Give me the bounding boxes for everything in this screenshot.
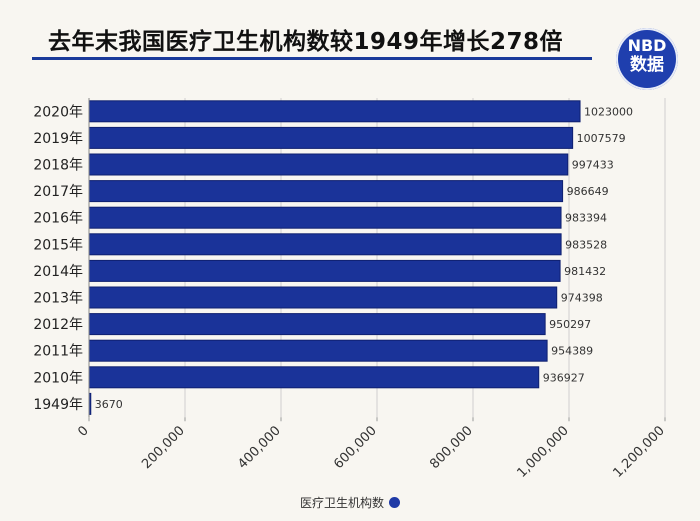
nbd-logo: NBD 数据 (616, 28, 678, 90)
value-label: 950297 (549, 318, 591, 331)
logo-brand-text: NBD (627, 36, 667, 55)
category-label: 2017年 (33, 184, 83, 200)
title-underline (32, 57, 592, 60)
category-label: 2016年 (33, 211, 83, 227)
legend-label: 医疗卫生机构数 (299, 496, 384, 510)
bars-group (88, 100, 581, 415)
x-tick-label: 1,000,000 (514, 423, 571, 480)
x-tick-label: 600,000 (331, 423, 380, 472)
category-label: 2013年 (33, 291, 83, 307)
bar[interactable] (88, 339, 548, 362)
x-tick-label: 200,000 (139, 423, 188, 472)
bar[interactable] (88, 313, 546, 336)
value-label: 936927 (543, 371, 585, 384)
value-label: 3670 (95, 398, 123, 411)
value-label: 981432 (564, 265, 606, 278)
x-tick-label: 0 (75, 423, 91, 439)
value-label: 997433 (572, 159, 614, 172)
category-label: 2015年 (33, 237, 83, 253)
value-label: 983394 (565, 212, 607, 225)
bar[interactable] (88, 126, 574, 149)
bar[interactable] (88, 259, 561, 282)
x-tick-label: 400,000 (235, 423, 284, 472)
category-label: 2020年 (33, 104, 83, 120)
value-label: 1023000 (584, 105, 633, 118)
legend[interactable]: 医疗卫生机构数 (0, 494, 700, 511)
category-label: 2011年 (33, 344, 83, 360)
value-label: 1007579 (577, 132, 626, 145)
category-label: 2014年 (33, 264, 83, 280)
category-labels: 2020年 2019年 2018年 2017年 2016年 2015年 2014年 2013年… (33, 104, 83, 413)
bar[interactable] (88, 100, 581, 123)
bar[interactable] (88, 153, 569, 176)
value-label: 986649 (567, 185, 609, 198)
logo-data-text: 数据 (630, 55, 664, 75)
x-axis-ticks: 0 200,000 400,000 600,000 800,000 1,000,000 1,… (75, 417, 668, 481)
value-label: 954389 (551, 345, 593, 358)
value-label: 974398 (561, 292, 603, 305)
bar[interactable] (88, 233, 562, 256)
x-tick-label: 800,000 (427, 423, 476, 472)
value-label: 983528 (565, 238, 607, 251)
value-labels: 1023000 1007579 997433 986649 983394 983528 98… (95, 105, 633, 411)
x-tick-label: 1,200,000 (610, 423, 667, 480)
category-label: 2012年 (33, 317, 83, 333)
category-label: 2018年 (33, 158, 83, 174)
bar[interactable] (88, 180, 564, 203)
category-label: 2019年 (33, 131, 83, 147)
chart-title: 去年末我国医疗卫生机构数较1949年增长278倍 (48, 29, 564, 55)
category-label: 2010年 (33, 370, 83, 386)
bar[interactable] (88, 206, 562, 229)
legend-marker-icon (389, 497, 400, 508)
bar[interactable] (88, 366, 540, 389)
category-label: 1949年 (33, 397, 83, 413)
bar[interactable] (88, 286, 558, 309)
grid-lines (184, 98, 666, 418)
